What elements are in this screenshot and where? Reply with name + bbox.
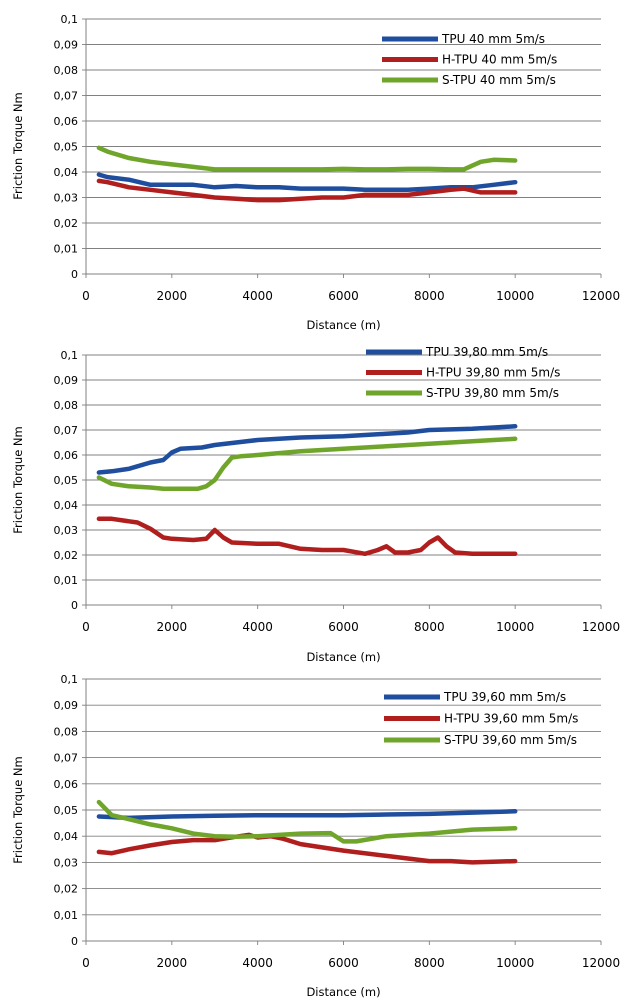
y-tick-label: 0,03: [54, 856, 79, 869]
y-tick-label: 0,08: [54, 64, 79, 77]
y-tick-label: 0,04: [54, 166, 79, 179]
y-tick-label: 0: [71, 599, 78, 612]
x-axis-title: Distance (m): [306, 318, 380, 332]
x-tick-label: 6000: [328, 956, 359, 970]
series-line-3: [96, 799, 518, 844]
y-tick-label: 0,09: [54, 699, 79, 712]
x-axis-title: Distance (m): [306, 985, 380, 999]
x-tick-label: 8000: [414, 620, 445, 634]
y-tick-label: 0,03: [54, 192, 79, 205]
legend-label: S-TPU 40 mm 5m/s: [442, 73, 556, 87]
x-tick-label: 12000: [582, 956, 620, 970]
y-tick-label: 0,06: [54, 449, 79, 462]
x-tick-label: 2000: [157, 956, 188, 970]
x-tick-label: 0: [82, 956, 90, 970]
y-tick-label: 0,01: [54, 909, 79, 922]
y-tick-label: 0,05: [54, 474, 79, 487]
series-line-2: [96, 516, 518, 557]
legend-label: H-TPU 39,80 mm 5m/s: [426, 366, 560, 380]
x-tick-label: 8000: [414, 289, 445, 303]
y-tick-label: 0,1: [61, 349, 79, 362]
x-tick-label: 2000: [157, 620, 188, 634]
x-tick-label: 10000: [496, 620, 534, 634]
x-tick-label: 0: [82, 289, 90, 303]
x-tick-label: 4000: [242, 620, 273, 634]
legend: TPU 39,60 mm 5m/s H-TPU 39,60 mm 5m/s S-TP…: [384, 690, 578, 747]
legend-label: S-TPU 39,60 mm 5m/s: [444, 733, 577, 747]
x-tick-label: 0: [82, 620, 90, 634]
y-tick-label: 0,1: [61, 13, 79, 26]
y-tick-label: 0,07: [54, 424, 79, 437]
y-tick-label: 0,04: [54, 830, 79, 843]
legend: TPU 40 mm 5m/s H-TPU 40 mm 5m/s S-TPU 40 m…: [382, 32, 557, 87]
legend-label: TPU 39,60 mm 5m/s: [443, 690, 566, 704]
x-axis-title: Distance (m): [306, 650, 380, 664]
y-axis-title: Friction Torque Nm: [11, 426, 25, 533]
x-tick-label: 8000: [414, 956, 445, 970]
y-tick-label: 0,09: [54, 374, 79, 387]
legend-label: S-TPU 39,80 mm 5m/s: [426, 386, 559, 400]
x-tick-label: 10000: [496, 289, 534, 303]
x-tick-label: 12000: [582, 289, 620, 303]
x-tick-label: 4000: [242, 289, 273, 303]
y-tick-label: 0,02: [54, 217, 79, 230]
x-tick-label: 12000: [582, 620, 620, 634]
y-tick-label: 0,09: [54, 39, 79, 52]
series-line-2: [96, 178, 518, 203]
y-tick-label: 0: [71, 935, 78, 948]
series-line-2: [96, 832, 518, 865]
y-tick-label: 0,07: [54, 90, 79, 103]
series-line-1: [96, 809, 518, 821]
y-axis-title: Friction Torque Nm: [11, 756, 25, 863]
legend-label: TPU 40 mm 5m/s: [441, 32, 545, 46]
y-tick-label: 0,1: [61, 673, 79, 686]
x-tick-label: 10000: [496, 956, 534, 970]
y-tick-label: 0,06: [54, 115, 79, 128]
y-tick-label: 0,07: [54, 752, 79, 765]
y-axis-title: Friction Torque Nm: [11, 92, 25, 199]
series-line-1: [96, 172, 518, 193]
legend-label: H-TPU 40 mm 5m/s: [442, 53, 557, 67]
y-tick-label: 0,06: [54, 778, 79, 791]
y-tick-label: 0,04: [54, 499, 79, 512]
x-tick-label: 6000: [328, 620, 359, 634]
chart-1: 0 0,01 0,02 0,03 0,04 0,05 0,06 0,07 0,08 0,09 0,1…: [11, 13, 620, 332]
series-line-3: [96, 145, 518, 172]
y-tick-label: 0,02: [54, 549, 79, 562]
x-tick-label: 2000: [157, 289, 188, 303]
y-tick-label: 0,08: [54, 725, 79, 738]
legend: TPU 39,80 mm 5m/s H-TPU 39,80 mm 5m/s S-TP…: [366, 345, 560, 400]
chart-3: 0 0,01 0,02 0,03 0,04 0,05 0,06 0,07 0,08 0,09 0,1…: [11, 673, 620, 999]
x-tick-label: 6000: [328, 289, 359, 303]
y-tick-label: 0,03: [54, 524, 79, 537]
y-tick-label: 0,05: [54, 141, 79, 154]
y-tick-label: 0,05: [54, 804, 79, 817]
y-tick-label: 0,01: [54, 574, 79, 587]
chart-2: 0 0,01 0,02 0,03 0,04 0,05 0,06 0,07 0,08 0,09 0,1…: [11, 345, 620, 664]
series-line-1: [96, 424, 518, 475]
legend-label: TPU 39,80 mm 5m/s: [425, 345, 548, 359]
y-tick-label: 0,01: [54, 243, 79, 256]
x-tick-label: 4000: [242, 956, 273, 970]
y-tick-label: 0,02: [54, 883, 79, 896]
y-tick-label: 0,08: [54, 399, 79, 412]
series-line-3: [96, 436, 518, 492]
legend-label: H-TPU 39,60 mm 5m/s: [444, 712, 578, 726]
y-tick-label: 0: [71, 268, 78, 281]
